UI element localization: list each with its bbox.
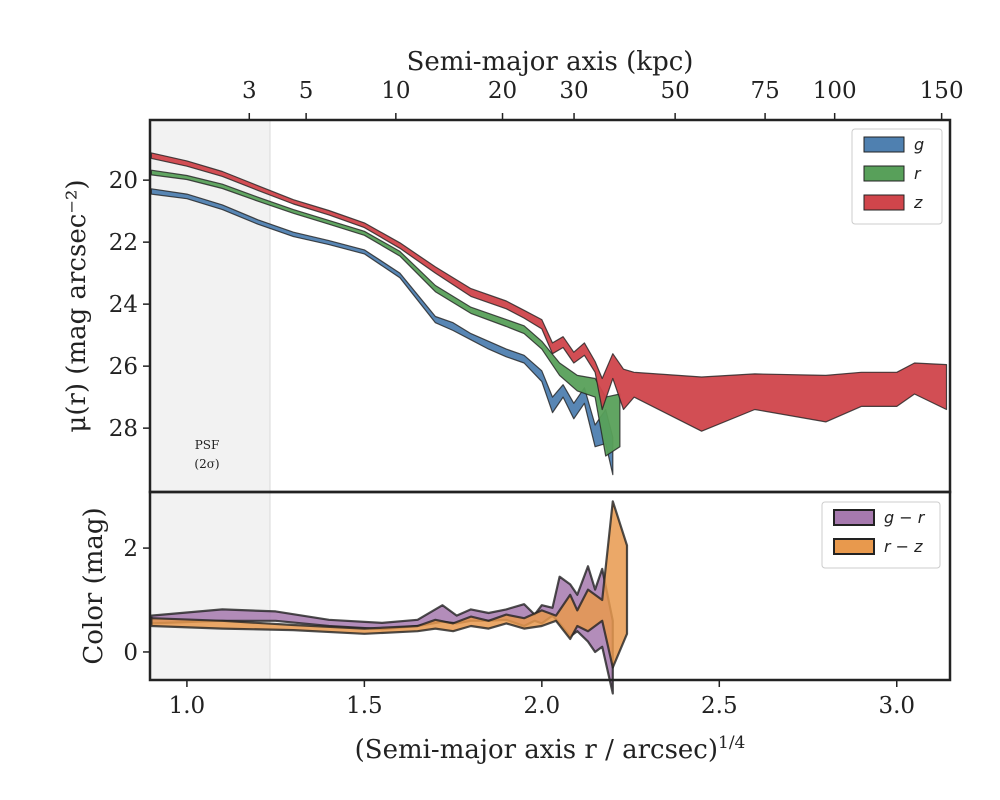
top-tick-label: 3 [242, 78, 257, 104]
top-tick-label: 20 [488, 78, 517, 104]
legend-swatch-r-z [833, 538, 875, 555]
x-tick-label: 2.5 [701, 693, 738, 719]
top-tick-label: 30 [559, 78, 588, 104]
x-tick-label: 1.5 [346, 693, 383, 719]
legend-label-g: g [914, 135, 924, 154]
x-axis-label-sup: 1/4 [718, 733, 745, 753]
band-g [150, 188, 614, 476]
x-tick-label: 3.0 [878, 693, 915, 719]
top-tick-label: 100 [813, 78, 857, 104]
band-r [150, 169, 621, 457]
color-y-tick-label: 2 [123, 536, 138, 562]
color-y-label: Color (mag) [79, 507, 109, 664]
legend-swatch-r [863, 165, 905, 182]
profile-y-tick-label: 20 [109, 168, 138, 194]
x-axis-label: (Semi-major axis r / arcsec)1/4 [355, 733, 746, 765]
top-tick-label: 75 [750, 78, 779, 104]
top-tick-label: 10 [381, 78, 410, 104]
legend-swatch-z [863, 194, 905, 211]
psf-label: PSF [195, 438, 220, 452]
top-axis-label: Semi-major axis (kpc) [407, 47, 694, 77]
profile-y-tick-label: 26 [109, 354, 138, 380]
profile-y-tick-label: 24 [109, 292, 138, 318]
psf-label-sigma: (2σ) [194, 457, 219, 471]
band-z [150, 152, 948, 432]
x-axis-label-text: (Semi-major axis r / arcsec) [355, 735, 718, 765]
legend-label-z: z [913, 193, 923, 212]
profile-y-tick-label: 22 [109, 230, 138, 256]
band-r-z [150, 500, 629, 669]
color-panel-frame [148, 490, 952, 682]
legend-swatch-g-r [833, 509, 875, 526]
top-tick-label: 50 [660, 78, 689, 104]
legend-label-g-r: g − r [884, 508, 926, 527]
x-tick-label: 2.0 [524, 693, 561, 719]
legend-label-r: r [914, 164, 922, 183]
profile-y-label: μ(r) (mag arcsec⁻²) [62, 179, 92, 432]
top-tick-label: 150 [920, 78, 964, 104]
psf-region [150, 120, 270, 680]
legend-swatch-g [863, 136, 905, 153]
legend-label-r-z: r − z [884, 537, 923, 556]
top-tick-label: 5 [299, 78, 314, 104]
x-tick-label: 1.0 [169, 693, 206, 719]
profile-y-tick-label: 28 [109, 416, 138, 442]
color-y-tick-label: 0 [123, 640, 138, 666]
